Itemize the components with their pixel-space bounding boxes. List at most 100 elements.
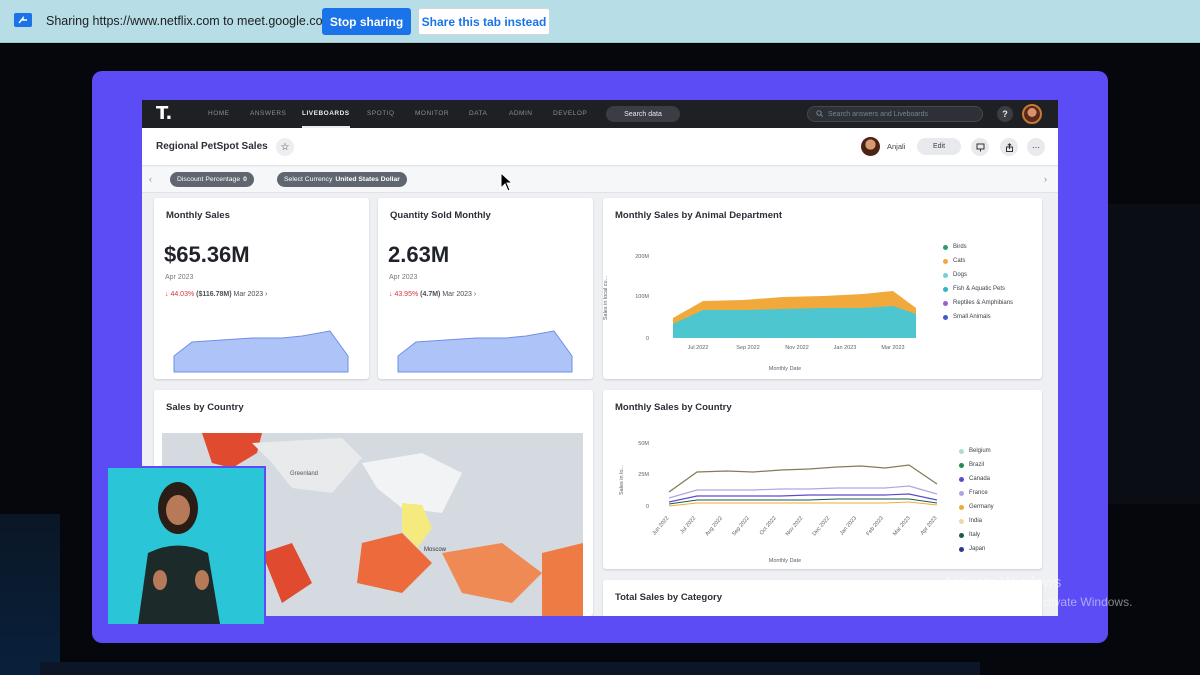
legend-item[interactable]: Italy bbox=[959, 532, 980, 538]
help-button[interactable]: ? bbox=[997, 106, 1013, 122]
svg-text:0: 0 bbox=[646, 336, 649, 342]
legend-swatch bbox=[943, 244, 948, 250]
svg-text:0: 0 bbox=[646, 504, 649, 510]
legend-item[interactable]: Reptiles & Amphibians bbox=[943, 300, 1013, 306]
legend-swatch bbox=[959, 448, 964, 454]
legend-swatch bbox=[943, 314, 948, 320]
legend-item[interactable]: Dogs bbox=[943, 272, 967, 278]
nav-data[interactable]: DATA bbox=[469, 110, 488, 117]
legend-label: Reptiles & Amphibians bbox=[953, 300, 1014, 306]
map-label-moscow: Moscow bbox=[424, 547, 447, 553]
legend-item[interactable]: Cats bbox=[943, 258, 965, 264]
legend-label: Fish & Aquatic Pets bbox=[953, 286, 1006, 292]
filter-discount-percentage[interactable]: Discount Percentage 0 bbox=[170, 172, 254, 187]
legend-item[interactable]: France bbox=[959, 490, 988, 496]
share-icon[interactable] bbox=[1000, 138, 1018, 156]
map-label-greenland: Greenland bbox=[290, 471, 318, 477]
chevron-left-icon[interactable]: ‹ bbox=[149, 174, 152, 184]
kpi-change: ↓ 44.03% ($116.78M) Mar 2023 › bbox=[165, 291, 268, 298]
down-arrow-icon: ↓ bbox=[389, 291, 393, 298]
author-name: Anjali bbox=[887, 142, 906, 151]
legend-item[interactable]: Brazil bbox=[959, 462, 984, 468]
legend-item[interactable]: India bbox=[959, 518, 982, 524]
nav-develop[interactable]: DEVELOP bbox=[553, 110, 588, 117]
x-tick-label: Mar 2023 bbox=[892, 515, 912, 537]
nav-liveboards[interactable]: LIVEBOARDS bbox=[302, 110, 350, 128]
x-axis-label: Monthly Date bbox=[769, 558, 801, 564]
screen-share-bar: Sharing https://www.netflix.com to meet.… bbox=[0, 0, 1200, 43]
legend-label: Canada bbox=[969, 476, 991, 482]
star-icon[interactable]: ☆ bbox=[276, 138, 294, 156]
filter-select-currency[interactable]: Select Currency United States Dollar bbox=[277, 172, 407, 187]
x-tick-label: Apr 2023 bbox=[920, 515, 939, 536]
legend-label: India bbox=[969, 518, 983, 524]
stop-sharing-button[interactable]: Stop sharing bbox=[322, 8, 411, 35]
author-avatar bbox=[861, 137, 880, 156]
line-chart: Sales in lo... 50M 25M 0 Jun 2022 Jul 202… bbox=[619, 441, 939, 564]
card-title: Monthly Sales by Country bbox=[615, 402, 732, 413]
search-icon bbox=[816, 109, 823, 119]
present-icon[interactable] bbox=[971, 138, 989, 156]
card-title: Sales by Country bbox=[166, 402, 244, 413]
activate-windows-title: Activate Windows bbox=[943, 574, 1062, 591]
legend-swatch bbox=[959, 546, 964, 552]
page-title: Regional PetSpot Sales bbox=[156, 141, 268, 152]
legend-item[interactable]: Canada bbox=[959, 476, 990, 482]
sharing-status-text: Sharing https://www.netflix.com to meet.… bbox=[46, 14, 333, 28]
legend-item[interactable]: Birds bbox=[943, 244, 967, 250]
svg-text:Sep 2022: Sep 2022 bbox=[736, 345, 760, 351]
quantity-sold-card[interactable]: Quantity Sold Monthly 2.63M Apr 2023 ↓ 4… bbox=[378, 198, 593, 379]
legend-label: France bbox=[969, 490, 988, 496]
legend-label: Belgium bbox=[969, 448, 991, 454]
nav-monitor[interactable]: MONITOR bbox=[415, 110, 450, 117]
chevron-right-icon[interactable]: › bbox=[1044, 174, 1047, 184]
legend-label: Italy bbox=[969, 532, 981, 538]
x-tick-label: Aug 2022 bbox=[704, 515, 724, 537]
profile-avatar[interactable] bbox=[1022, 104, 1042, 124]
legend-swatch bbox=[959, 504, 964, 510]
y-axis-label: Sales in lo... bbox=[619, 465, 625, 495]
search-data-button[interactable]: Search data bbox=[606, 106, 680, 122]
legend-swatch bbox=[959, 532, 964, 538]
x-tick-label: Nov 2022 bbox=[785, 515, 805, 537]
nav-spotiq[interactable]: SPOTIQ bbox=[367, 110, 395, 117]
card-title: Monthly Sales by Animal Department bbox=[615, 210, 782, 221]
x-tick-label: Feb 2023 bbox=[865, 515, 885, 537]
kpi-value: 2.63M bbox=[388, 242, 450, 267]
share-this-tab-button[interactable]: Share this tab instead bbox=[418, 8, 550, 35]
edit-button[interactable]: Edit bbox=[917, 138, 961, 155]
monthly-sales-by-country-card[interactable]: Monthly Sales by Country Sales in lo... … bbox=[603, 390, 1042, 569]
legend-label: Brazil bbox=[969, 462, 985, 468]
legend-swatch bbox=[943, 258, 948, 264]
legend-item[interactable]: Germany bbox=[959, 504, 994, 510]
svg-text:200M: 200M bbox=[635, 254, 649, 260]
legend-swatch bbox=[959, 462, 964, 468]
svg-text:Mar 2023: Mar 2023 bbox=[881, 345, 904, 351]
nav-admin[interactable]: ADMIN bbox=[509, 110, 533, 117]
x-tick-label: Dec 2022 bbox=[812, 515, 832, 537]
svg-text:100M: 100M bbox=[635, 294, 649, 300]
svg-text:Nov 2022: Nov 2022 bbox=[785, 345, 809, 351]
animal-department-card[interactable]: Monthly Sales by Animal Department Sales… bbox=[603, 198, 1042, 379]
presenter-video bbox=[106, 466, 266, 626]
search-input[interactable]: Search answers and Liveboards bbox=[807, 106, 983, 122]
monthly-sales-card[interactable]: Monthly Sales $65.36M Apr 2023 ↓ 44.03% … bbox=[154, 198, 369, 379]
legend-item[interactable]: Belgium bbox=[959, 448, 991, 454]
more-options-icon[interactable]: ⋯ bbox=[1027, 138, 1045, 156]
total-sales-by-category-card[interactable]: Total Sales by Category bbox=[603, 580, 1042, 616]
nav-home[interactable]: HOME bbox=[208, 110, 230, 117]
down-arrow-icon: ↓ bbox=[165, 291, 169, 298]
legend-item[interactable]: Japan bbox=[959, 546, 985, 552]
legend-item[interactable]: Small Animals bbox=[943, 314, 991, 320]
legend-label: Germany bbox=[969, 504, 994, 510]
filter-bar: ‹ Discount Percentage 0 Select Currency Un… bbox=[142, 167, 1058, 193]
screen-share-icon bbox=[14, 13, 32, 27]
legend-item[interactable]: Fish & Aquatic Pets bbox=[943, 286, 1005, 292]
legend-label: Small Animals bbox=[953, 314, 991, 320]
legend-swatch bbox=[943, 272, 948, 278]
area-chart: Sales in local cu... 200M 100M 0 Jul 202… bbox=[603, 254, 916, 372]
thoughtspot-logo[interactable]: T. bbox=[156, 103, 173, 124]
nav-answers[interactable]: ANSWERS bbox=[250, 110, 287, 117]
legend-label: Japan bbox=[969, 546, 986, 552]
search-placeholder: Search answers and Liveboards bbox=[828, 110, 929, 118]
